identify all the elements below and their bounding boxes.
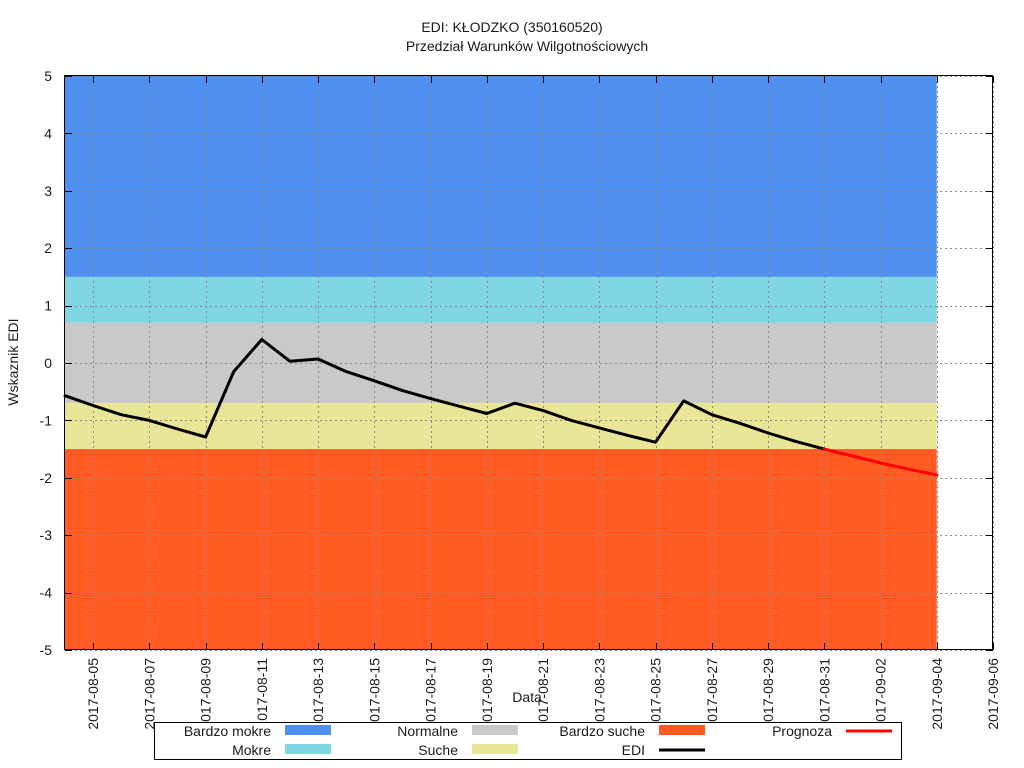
x-tick-label: 2017-09-02 (873, 658, 889, 730)
legend-swatch (285, 744, 331, 754)
x-tick-label: 2017-08-21 (535, 658, 551, 730)
legend-swatch (285, 725, 331, 735)
y-tick-label: 3 (44, 183, 52, 199)
legend-label: Prognoza (772, 723, 832, 739)
series-line-edi (63, 338, 826, 451)
legend-label: Bardzo mokre (184, 723, 271, 739)
y-tick-label: -3 (40, 527, 53, 543)
data-series (63, 338, 939, 477)
y-tick-labels: -5 -4 -3 -2 -1 0 1 2 3 4 5 (40, 68, 53, 658)
legend-swatch (472, 744, 518, 754)
axis-ticks (65, 76, 994, 651)
y-tick-label: 5 (44, 68, 52, 84)
legend: Bardzo mokre Mokre Normalne Suche Bardzo suc… (184, 723, 892, 758)
x-tick-label: 2017-08-29 (760, 658, 776, 730)
y-tick-label: 1 (44, 298, 52, 314)
legend-swatch (472, 725, 518, 735)
legend-box (154, 722, 902, 760)
y-tick-label: -2 (40, 470, 53, 486)
legend-swatch (659, 725, 705, 735)
band-bardzo-mokre (65, 76, 937, 277)
x-tick-label: 2017-08-27 (704, 658, 720, 730)
x-tick-label: 2017-08-23 (591, 658, 607, 730)
plot-frame (64, 75, 993, 650)
x-tick-label: 2017-09-06 (985, 658, 1001, 730)
y-tick-label: 4 (44, 125, 52, 141)
x-tick-label: 2017-08-25 (648, 658, 664, 730)
band-mokre (65, 276, 937, 323)
x-tick-label: 2017-09-04 (929, 658, 945, 730)
legend-label: EDI (622, 742, 645, 758)
chart-title: EDI: KŁODZKO (350160520) (421, 19, 602, 35)
band-suche (65, 403, 937, 450)
series-line-prognoza (822, 447, 939, 477)
y-tick-label: -5 (40, 642, 53, 658)
x-tick-label: 2017-08-31 (816, 658, 832, 730)
x-axis-label: Data (512, 689, 542, 705)
band-bardzo-suche (65, 449, 937, 650)
grid-lines (65, 76, 994, 651)
y-axis-label: Wskaznik EDI (5, 318, 21, 405)
x-tick-label: 2017-08-13 (310, 658, 326, 730)
legend-label: Normalne (397, 723, 458, 739)
chart-subtitle: Przedział Warunków Wilgotnościowych (406, 38, 648, 54)
x-tick-label: 2017-08-05 (85, 658, 101, 730)
condition-bands (65, 76, 937, 650)
legend-label: Bardzo suche (559, 723, 645, 739)
x-tick-label: 2017-08-19 (479, 658, 495, 730)
legend-label: Suche (418, 742, 458, 758)
y-tick-label: 2 (44, 240, 52, 256)
x-tick-label: 2017-08-17 (423, 658, 439, 730)
y-tick-label: -4 (40, 585, 53, 601)
x-tick-label: 2017-08-09 (198, 658, 214, 730)
x-tick-label: 2017-08-11 (254, 658, 270, 729)
y-tick-label: -1 (40, 412, 53, 428)
legend-label: Mokre (232, 742, 271, 758)
y-tick-label: 0 (44, 355, 52, 371)
x-tick-label: 2017-08-15 (366, 658, 382, 730)
x-tick-labels: 2017-08-05 2017-08-07 2017-08-09 2017-08-11… (85, 658, 1001, 730)
x-tick-label: 2017-08-07 (141, 658, 157, 730)
